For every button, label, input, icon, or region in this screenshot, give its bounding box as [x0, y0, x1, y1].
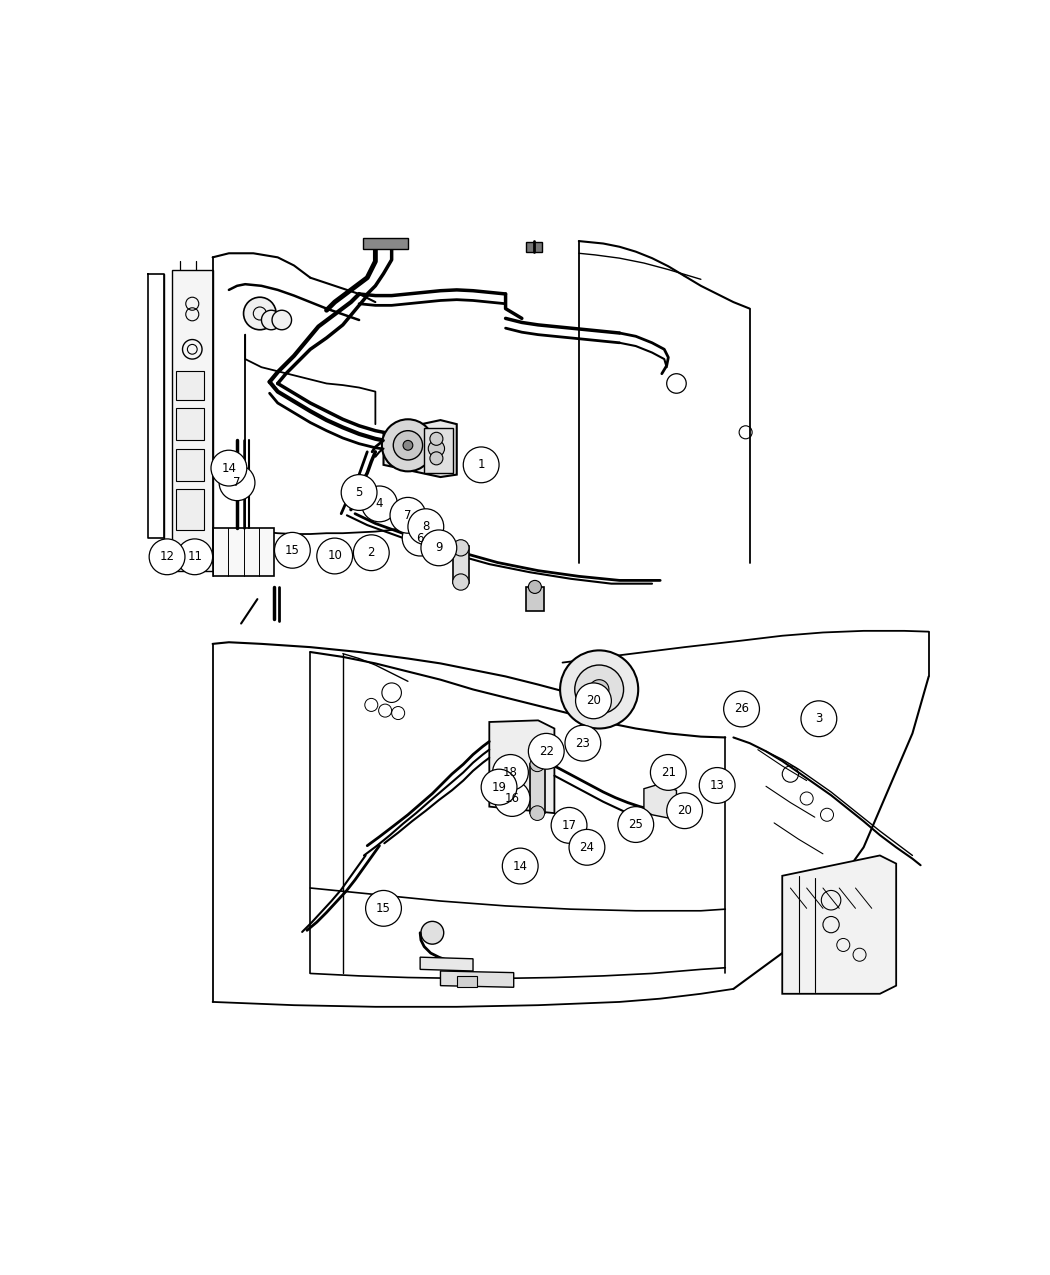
Polygon shape: [441, 972, 513, 987]
Circle shape: [365, 890, 401, 926]
Circle shape: [402, 520, 438, 556]
Bar: [176, 408, 205, 440]
Bar: [176, 449, 205, 481]
Circle shape: [481, 769, 517, 805]
Circle shape: [244, 297, 276, 330]
Text: 15: 15: [285, 544, 300, 557]
Circle shape: [272, 310, 292, 330]
Circle shape: [574, 666, 624, 714]
Circle shape: [317, 538, 353, 574]
Text: 7: 7: [404, 509, 412, 521]
Polygon shape: [172, 269, 212, 571]
Text: 2: 2: [368, 546, 375, 560]
Text: 21: 21: [660, 766, 676, 779]
Circle shape: [530, 806, 545, 820]
Text: 11: 11: [187, 551, 203, 564]
Circle shape: [502, 848, 538, 884]
Circle shape: [723, 691, 759, 727]
Text: 18: 18: [503, 766, 518, 779]
Text: 8: 8: [422, 520, 429, 533]
Text: 19: 19: [491, 780, 506, 793]
Bar: [457, 975, 477, 987]
Circle shape: [528, 580, 542, 593]
Text: 12: 12: [160, 551, 174, 564]
Text: 6: 6: [417, 532, 424, 544]
Bar: [526, 242, 542, 251]
Circle shape: [274, 533, 311, 569]
Text: 23: 23: [575, 737, 590, 750]
Polygon shape: [644, 784, 676, 819]
Circle shape: [390, 497, 426, 533]
Text: 3: 3: [815, 713, 822, 725]
Circle shape: [551, 807, 587, 843]
Circle shape: [149, 539, 185, 575]
Text: 4: 4: [376, 497, 383, 510]
Circle shape: [211, 450, 247, 486]
Circle shape: [429, 432, 443, 445]
Circle shape: [453, 574, 469, 590]
Circle shape: [565, 725, 601, 761]
Circle shape: [453, 539, 469, 556]
Circle shape: [569, 830, 605, 866]
Bar: [212, 528, 274, 576]
Circle shape: [530, 757, 545, 771]
Circle shape: [341, 474, 377, 510]
Text: 20: 20: [677, 805, 692, 817]
Circle shape: [575, 683, 611, 719]
Text: 1: 1: [478, 458, 485, 472]
Text: 26: 26: [734, 703, 749, 715]
Circle shape: [354, 534, 390, 571]
Circle shape: [407, 509, 444, 544]
Text: 22: 22: [539, 745, 553, 757]
Text: 14: 14: [222, 462, 236, 474]
Polygon shape: [420, 958, 472, 972]
Circle shape: [429, 451, 443, 465]
Circle shape: [492, 755, 528, 790]
Text: 10: 10: [328, 550, 342, 562]
Bar: [176, 371, 205, 400]
Circle shape: [219, 465, 255, 501]
Bar: [530, 764, 545, 813]
Text: 25: 25: [628, 819, 644, 831]
Text: 16: 16: [505, 792, 520, 805]
Circle shape: [589, 680, 609, 699]
Circle shape: [421, 922, 444, 945]
Text: 15: 15: [376, 901, 391, 915]
Text: 13: 13: [710, 779, 724, 792]
Bar: [453, 546, 469, 583]
Text: 9: 9: [435, 542, 443, 555]
Circle shape: [361, 486, 397, 521]
Text: 14: 14: [512, 859, 528, 872]
Circle shape: [495, 780, 530, 816]
Text: 24: 24: [580, 840, 594, 854]
Circle shape: [421, 530, 457, 566]
Circle shape: [617, 807, 654, 843]
Circle shape: [560, 650, 638, 728]
Text: 5: 5: [355, 486, 363, 499]
Text: 7: 7: [233, 477, 240, 490]
Bar: [176, 490, 205, 530]
Circle shape: [801, 701, 837, 737]
Circle shape: [650, 755, 687, 790]
Circle shape: [394, 431, 422, 460]
Bar: [363, 238, 407, 249]
Circle shape: [403, 440, 413, 450]
Circle shape: [528, 733, 564, 769]
Text: 17: 17: [562, 819, 576, 831]
Polygon shape: [383, 419, 457, 477]
Circle shape: [428, 440, 444, 456]
Circle shape: [699, 768, 735, 803]
Circle shape: [463, 448, 499, 483]
Bar: [526, 586, 544, 611]
Polygon shape: [489, 720, 554, 813]
Circle shape: [261, 310, 281, 330]
Bar: [424, 428, 453, 473]
Polygon shape: [782, 856, 896, 993]
Circle shape: [176, 539, 212, 575]
Circle shape: [382, 419, 434, 472]
Circle shape: [667, 793, 702, 829]
Text: 20: 20: [586, 695, 601, 708]
